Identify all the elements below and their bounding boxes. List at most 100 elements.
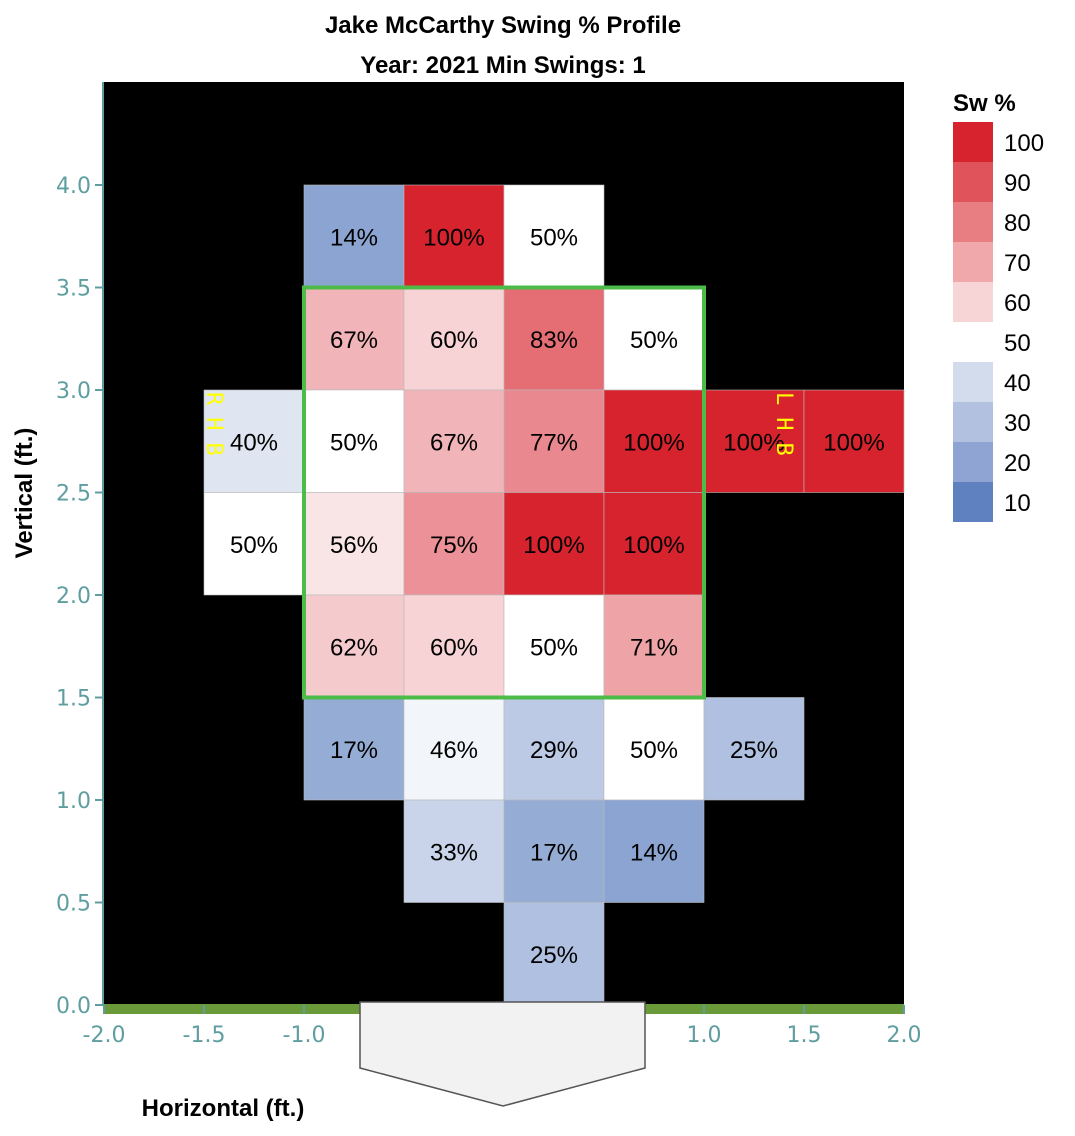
heatmap-cell — [503, 697, 605, 801]
strike-zone — [302, 285, 706, 700]
legend-swatch — [953, 162, 993, 202]
legend-swatch — [953, 202, 993, 242]
legend-label: 70 — [1004, 250, 1031, 277]
x-tick-label: 1.0 — [687, 1023, 722, 1048]
heatmap-cell-label: 60% — [430, 327, 478, 354]
heatmap-cell-label: 67% — [430, 429, 478, 456]
heatmap-cell-label: 100% — [523, 532, 584, 559]
legend-swatch — [953, 442, 993, 482]
heatmap-cell — [503, 184, 605, 288]
heatmap-cell-label: 17% — [530, 839, 578, 866]
y-tick-label: 0.5 — [56, 892, 91, 917]
heatmap-cells — [203, 184, 905, 1006]
legend-label: 90 — [1004, 170, 1031, 197]
heatmap-cell-label: 100% — [823, 429, 884, 456]
heatmap-cell — [503, 799, 605, 903]
y-tick-label: 3.5 — [56, 277, 91, 302]
heatmap-cell-label: 14% — [630, 839, 678, 866]
legend-label: 60 — [1004, 290, 1031, 317]
legend-label: 30 — [1004, 410, 1031, 437]
heatmap-cell-label: 56% — [330, 532, 378, 559]
home-plate — [359, 1001, 646, 1107]
heatmap-cell — [403, 594, 505, 698]
heatmap-cell — [603, 799, 705, 903]
batter-side-labels: RHB LHB — [201, 392, 796, 468]
heatmap-cell-label: 50% — [330, 429, 378, 456]
chart-title: Jake McCarthy Swing % Profile — [325, 12, 681, 39]
y-tick-label: 4.0 — [56, 174, 91, 199]
legend-label: 80 — [1004, 210, 1031, 237]
heatmap-cell — [503, 492, 605, 596]
legend-swatch — [953, 242, 993, 282]
heatmap-cell-label: 83% — [530, 327, 578, 354]
y-axis: 0.0 0.5 1.0 1.5 2.0 2.5 3.0 3.5 4.0 — [56, 82, 104, 1019]
y-tick-label: 0.0 — [56, 994, 91, 1019]
heatmap-cell — [703, 697, 805, 801]
legend-swatch — [953, 282, 993, 322]
heatmap-cell-label: 17% — [330, 737, 378, 764]
heatmap-cell — [603, 492, 705, 596]
y-axis-label: Vertical (ft.) — [11, 428, 38, 559]
heatmap-cell-label: 46% — [430, 737, 478, 764]
heatmap-cell-label: 100% — [623, 429, 684, 456]
heatmap-cell-label: 100% — [623, 532, 684, 559]
heatmap-cell-label: 50% — [230, 532, 278, 559]
y-tick-label: 1.5 — [56, 687, 91, 712]
heatmap-cell-label: 62% — [330, 634, 378, 661]
rhb-label: RHB — [201, 392, 226, 468]
legend: Sw % 100 90 80 70 60 50 40 30 20 10 — [953, 90, 1044, 522]
y-tick-label: 3.0 — [56, 379, 91, 404]
y-tick-label: 2.0 — [56, 584, 91, 609]
heatmap-cell — [403, 492, 505, 596]
x-tick-label: 1.5 — [787, 1023, 822, 1048]
heatmap-cell — [403, 799, 505, 903]
legend-label: 40 — [1004, 370, 1031, 397]
heatmap-cell-label: 40% — [230, 429, 278, 456]
heatmap-cell — [603, 594, 705, 698]
heatmap-cell — [203, 492, 305, 596]
heatmap-cell-label: 33% — [430, 839, 478, 866]
heatmap-cell — [403, 389, 505, 493]
heatmap-cell — [603, 287, 705, 391]
heatmap-cell-label: 100% — [723, 429, 784, 456]
heatmap-cell — [503, 902, 605, 1006]
x-tick-label: -1.0 — [283, 1023, 326, 1048]
legend-label: 100 — [1004, 130, 1044, 157]
heatmap-cell — [503, 594, 605, 698]
heatmap-cell — [303, 697, 405, 801]
heatmap-cell-label: 50% — [530, 224, 578, 251]
heatmap-cell-label: 50% — [630, 737, 678, 764]
heatmap-cell-label: 100% — [423, 224, 484, 251]
heatmap-cell — [703, 389, 805, 493]
heatmap-cell-label: 50% — [530, 634, 578, 661]
legend-title: Sw % — [953, 90, 1016, 117]
heatmap-cell-label: 60% — [430, 634, 478, 661]
heatmap-cell-label: 67% — [330, 327, 378, 354]
heatmap-cell — [303, 389, 405, 493]
y-tick-label: 1.0 — [56, 789, 91, 814]
heatmap-cell-label: 25% — [730, 737, 778, 764]
heatmap-cell — [503, 287, 605, 391]
legend-label: 50 — [1004, 330, 1031, 357]
heatmap-cell-label: 71% — [630, 634, 678, 661]
heatmap-cell-labels: 14% 100% 50% 67% 60% 83% 50% 40% 50% 67% 77% 100% 10… — [230, 224, 885, 969]
heatmap-cell — [303, 287, 405, 391]
heatmap-cell — [403, 697, 505, 801]
heatmap-cell — [303, 492, 405, 596]
legend-swatch — [953, 362, 993, 402]
heatmap-cell-label: 77% — [530, 429, 578, 456]
legend-label: 10 — [1004, 490, 1031, 517]
legend-swatch — [953, 322, 993, 362]
heatmap-cell-label: 14% — [330, 224, 378, 251]
lhb-label: LHB — [771, 392, 796, 468]
heatmap-cell — [303, 184, 405, 288]
legend-label: 20 — [1004, 450, 1031, 477]
x-tick-label: 2.0 — [887, 1023, 922, 1048]
x-axis-label: Horizontal (ft.) — [142, 1095, 305, 1122]
heatmap-cell — [203, 389, 305, 493]
x-tick-label: -2.0 — [83, 1023, 126, 1048]
heatmap-cell — [303, 594, 405, 698]
y-tick-label: 2.5 — [56, 482, 91, 507]
heatmap-cell — [603, 389, 705, 493]
